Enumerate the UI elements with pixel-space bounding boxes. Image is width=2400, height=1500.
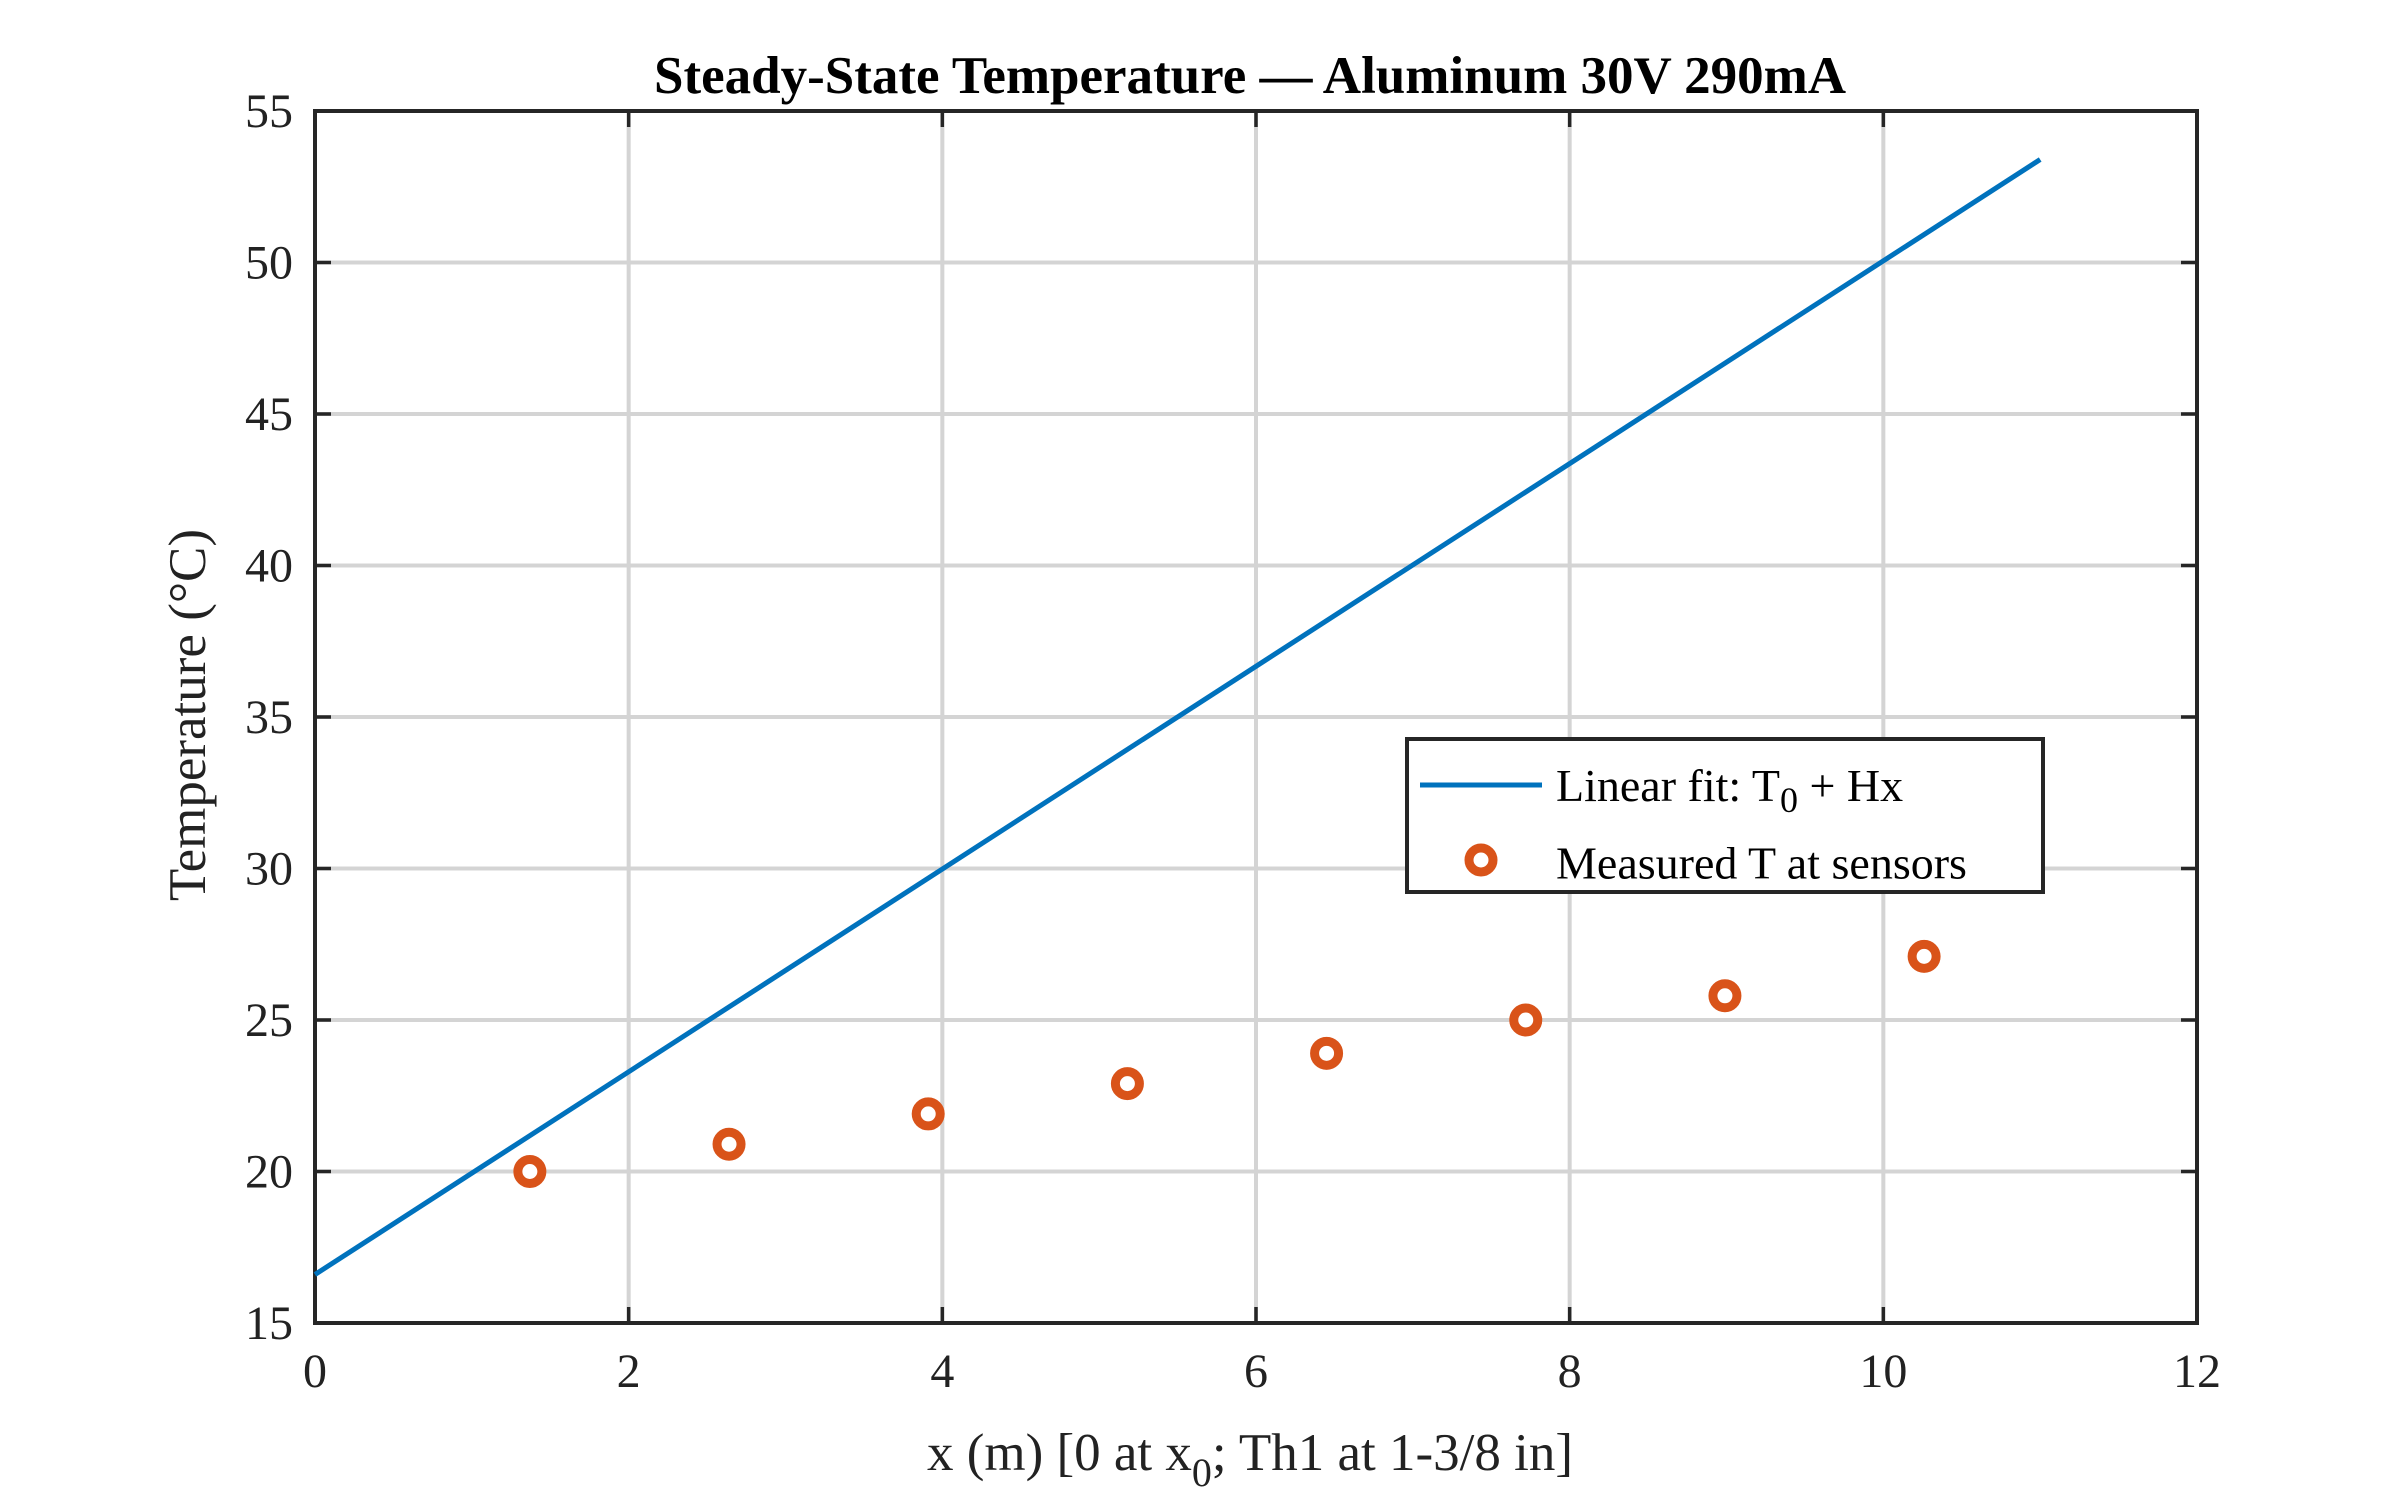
measured-point: [911, 1097, 945, 1131]
legend-linear-fit-subscript: 0: [1780, 780, 1798, 820]
y-tick-label: 30: [245, 843, 293, 896]
legend-linear-fit-rest: + Hx: [1798, 760, 1903, 811]
tick-labels: 0 2 4 6 8 10 12 15 20 25 30 35 40 45 50 55: [245, 85, 2221, 1398]
y-tick-label: 25: [245, 994, 293, 1047]
y-axis-label: Temperature (°C): [159, 529, 217, 901]
legend-linear-fit-main: Linear fit: T: [1556, 760, 1780, 811]
legend: Linear fit: T0 + Hx Measured T at sensor…: [1405, 737, 2045, 894]
y-tick-label: 45: [245, 388, 293, 441]
grid: [315, 111, 2197, 1323]
measured-point: [1907, 939, 1941, 973]
y-tick-label: 20: [245, 1146, 293, 1199]
measured-point: [1310, 1036, 1344, 1070]
x-tick-label: 10: [1859, 1345, 1907, 1398]
legend-box: [1405, 737, 2045, 894]
x-tick-label: 0: [303, 1345, 327, 1398]
x-axis-label-rest: ; Th1 at 1-3/8 in]: [1212, 1424, 1573, 1482]
chart-title: Steady-State Temperature — Aluminum 30V …: [654, 47, 1846, 105]
legend-marker-swatch: [1464, 843, 1498, 877]
y-tick-label: 50: [245, 237, 293, 290]
legend-entry-measured: Measured T at sensors: [1556, 838, 1967, 889]
measured-point: [1509, 1003, 1543, 1037]
x-tick-label: 12: [2173, 1345, 2221, 1398]
y-tick-label: 15: [245, 1297, 293, 1350]
linear-fit-line: [313, 157, 2042, 1277]
legend-entry-linear-fit: Linear fit: T0 + Hx: [1556, 760, 1903, 821]
x-axis-label-subscript: 0: [1192, 1450, 1212, 1495]
x-tick-label: 4: [930, 1345, 954, 1398]
x-tick-label: 8: [1558, 1345, 1582, 1398]
y-tick-label: 55: [245, 85, 293, 138]
measured-point: [513, 1155, 547, 1188]
x-axis-label-main: x (m) [0 at x: [927, 1424, 1192, 1482]
series-layer: [313, 157, 2042, 1277]
axes: [313, 109, 2199, 1325]
measured-point: [1708, 979, 1742, 1013]
x-tick-label: 6: [1244, 1345, 1268, 1398]
x-axis-label: x (m) [0 at x0; Th1 at 1-3/8 in]: [927, 1424, 1573, 1495]
y-tick-label: 35: [245, 691, 293, 744]
measured-point: [1110, 1067, 1144, 1101]
y-tick-label: 40: [245, 540, 293, 593]
x-tick-label: 2: [617, 1345, 641, 1398]
measured-point: [712, 1127, 746, 1161]
